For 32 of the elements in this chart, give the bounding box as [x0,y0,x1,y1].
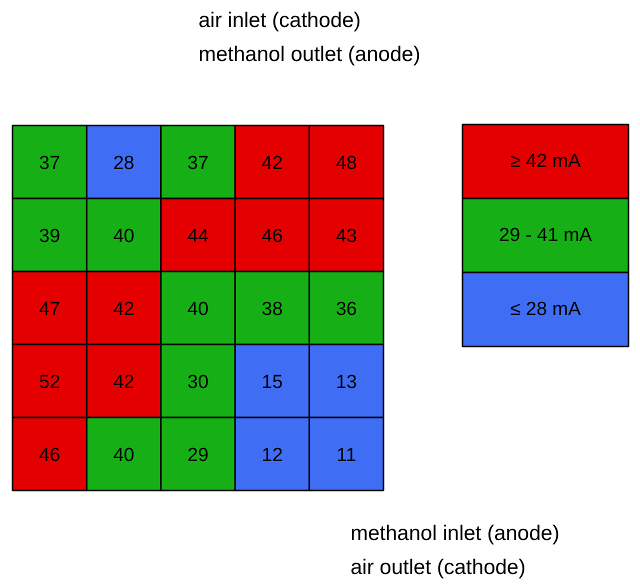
data-label: 29 [187,445,209,466]
data-label: 52 [39,372,60,393]
data-label: 40 [113,445,134,466]
data-label: 47 [39,299,60,320]
text: air inlet (cathode) [198,9,361,32]
data-label: 43 [336,226,357,247]
data-label: 37 [39,153,60,174]
data-label: 15 [262,372,283,393]
data-label: 40 [187,299,209,320]
text: methanol inlet (anode) [350,522,560,545]
data-label: 11 [336,445,356,466]
text: air outlet (cathode) [350,556,526,579]
data-label: 38 [262,299,283,320]
data-label: 48 [336,153,357,174]
data-label: 44 [187,226,209,247]
category-label: ≤ 28 mA [510,299,582,320]
data-label: 28 [113,153,134,174]
text: methanol outlet (anode) [198,43,420,66]
data-label: 42 [262,153,283,174]
data-label: 46 [39,445,60,466]
data-label: 42 [113,299,134,320]
data-label: 30 [187,372,209,393]
category-label: 29 - 41 mA [499,225,592,246]
category-label: ≥ 42 mA [510,151,582,172]
data-label: 39 [39,226,60,247]
data-label: 40 [113,226,134,247]
data-label: 36 [336,299,357,320]
data-label: 13 [336,372,357,393]
data-label: 12 [262,445,283,466]
data-label: 42 [113,372,134,393]
data-label: 46 [262,226,283,247]
data-label: 37 [187,153,209,174]
